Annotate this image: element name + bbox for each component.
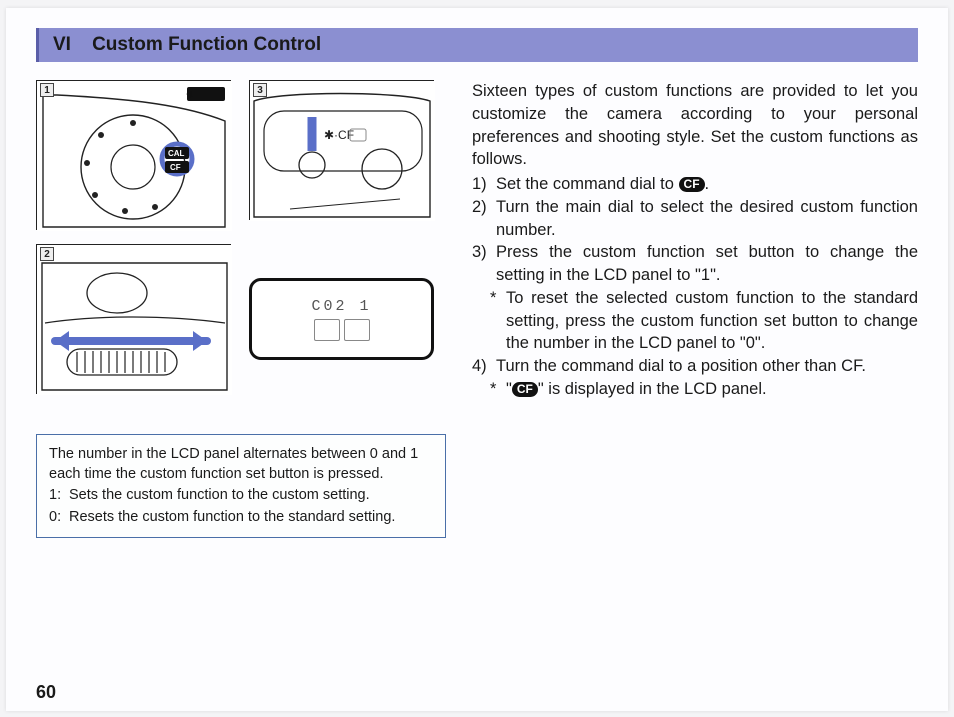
note-item: 0: Resets the custom function to the sta…	[49, 508, 433, 528]
camera-dial-icon: ↯ CAL	[37, 81, 232, 231]
asterisk: *	[490, 378, 506, 401]
section-header-bar: VI Custom Function Control	[36, 28, 918, 62]
sub-text-post: " is displayed in the LCD panel.	[538, 380, 767, 398]
step-2: 2) Turn the main dial to select the desi…	[472, 196, 918, 242]
svg-text:CF: CF	[170, 163, 181, 172]
step-3-sub: * To reset the selected custom function …	[472, 287, 918, 355]
note-box: The number in the LCD panel alternates b…	[36, 434, 446, 538]
diagram-row-top: 1 ↯	[36, 80, 446, 230]
note-marker: 1:	[49, 486, 69, 506]
left-column: 1 ↯	[36, 80, 446, 538]
step-4-sub: * "CF" is displayed in the LCD panel.	[472, 378, 918, 401]
camera-button-icon: ✱·CF	[250, 81, 435, 221]
section-number: VI	[53, 34, 71, 55]
lcd-segment	[314, 319, 340, 341]
cf-badge-icon: CF	[512, 382, 538, 397]
note-text: Resets the custom function to the standa…	[69, 508, 395, 528]
note-intro: The number in the LCD panel alternates b…	[49, 445, 433, 484]
manual-page: VI Custom Function Control 1 ↯	[6, 8, 948, 711]
svg-text:CAL: CAL	[168, 149, 185, 158]
lcd-digits: C02 1	[311, 298, 371, 315]
step-3: 3) Press the custom function set button …	[472, 241, 918, 287]
step-number: 1)	[472, 173, 496, 196]
step-text-post: .	[705, 175, 710, 193]
step-number: 3)	[472, 241, 496, 287]
diagram-3-number: 3	[253, 83, 267, 97]
step-text: Turn the command dial to a position othe…	[496, 355, 918, 378]
diagram-2-number: 2	[40, 247, 54, 261]
diagram-row-mid: 2	[36, 244, 446, 394]
diagram-2-main-dial: 2	[36, 244, 231, 394]
content-row: 1 ↯	[36, 80, 918, 538]
lcd-segment-boxes	[314, 319, 370, 341]
lcd-segment	[344, 319, 370, 341]
svg-text:↯: ↯	[185, 89, 194, 101]
step-number: 2)	[472, 196, 496, 242]
sub-text: "CF" is displayed in the LCD panel.	[506, 378, 918, 401]
page-number: 60	[36, 682, 56, 703]
step-4: 4) Turn the command dial to a position o…	[472, 355, 918, 378]
step-number: 4)	[472, 355, 496, 378]
section-title: Custom Function Control	[92, 34, 321, 55]
step-text: Set the command dial to CF.	[496, 173, 918, 196]
sub-text-pre: "	[506, 380, 512, 398]
sub-text: To reset the selected custom function to…	[506, 287, 918, 355]
asterisk: *	[490, 287, 506, 355]
lcd-panel: C02 1	[249, 278, 434, 360]
intro-paragraph: Sixteen types of custom functions are pr…	[472, 80, 918, 171]
diagram-1-number: 1	[40, 83, 54, 97]
cf-badge-icon: CF	[679, 177, 705, 192]
step-text: Press the custom function set button to …	[496, 241, 918, 287]
diagram-3-set-button: 3 ✱·CF	[249, 80, 434, 220]
diagram-1-command-dial: 1 ↯	[36, 80, 231, 230]
note-text: Sets the custom function to the custom s…	[69, 486, 370, 506]
step-1: 1) Set the command dial to CF.	[472, 173, 918, 196]
right-column: Sixteen types of custom functions are pr…	[472, 80, 918, 538]
step-text: Turn the main dial to select the desired…	[496, 196, 918, 242]
step-text-pre: Set the command dial to	[496, 175, 674, 193]
main-dial-icon	[37, 245, 232, 395]
note-marker: 0:	[49, 508, 69, 528]
section-header-text: VI Custom Function Control	[53, 34, 321, 55]
note-item: 1: Sets the custom function to the custo…	[49, 486, 433, 506]
